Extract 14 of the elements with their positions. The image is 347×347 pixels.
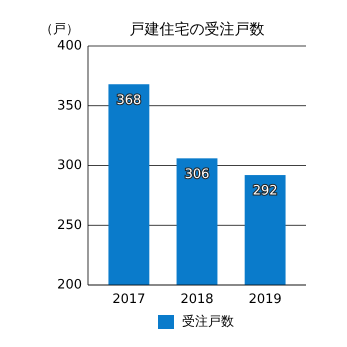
data-label: 368: [116, 92, 142, 108]
legend-label: 受注戸数: [182, 314, 234, 330]
y-tick-label: 400: [57, 38, 82, 54]
y-tick-label: 350: [57, 98, 82, 114]
data-label: 306: [184, 166, 210, 182]
y-tick-label: 250: [57, 218, 82, 233]
chart-title: 戸建住宅の受注戸数: [130, 20, 264, 38]
y-axis-title: （戸）: [40, 22, 79, 37]
x-tick-label: 2019: [248, 292, 282, 307]
y-tick-label: 200: [57, 278, 82, 293]
y-tick-label: 300: [57, 158, 82, 174]
x-tick-label: 2017: [112, 292, 146, 307]
x-tick-label: 2018: [180, 292, 214, 307]
data-label: 292: [252, 184, 278, 199]
